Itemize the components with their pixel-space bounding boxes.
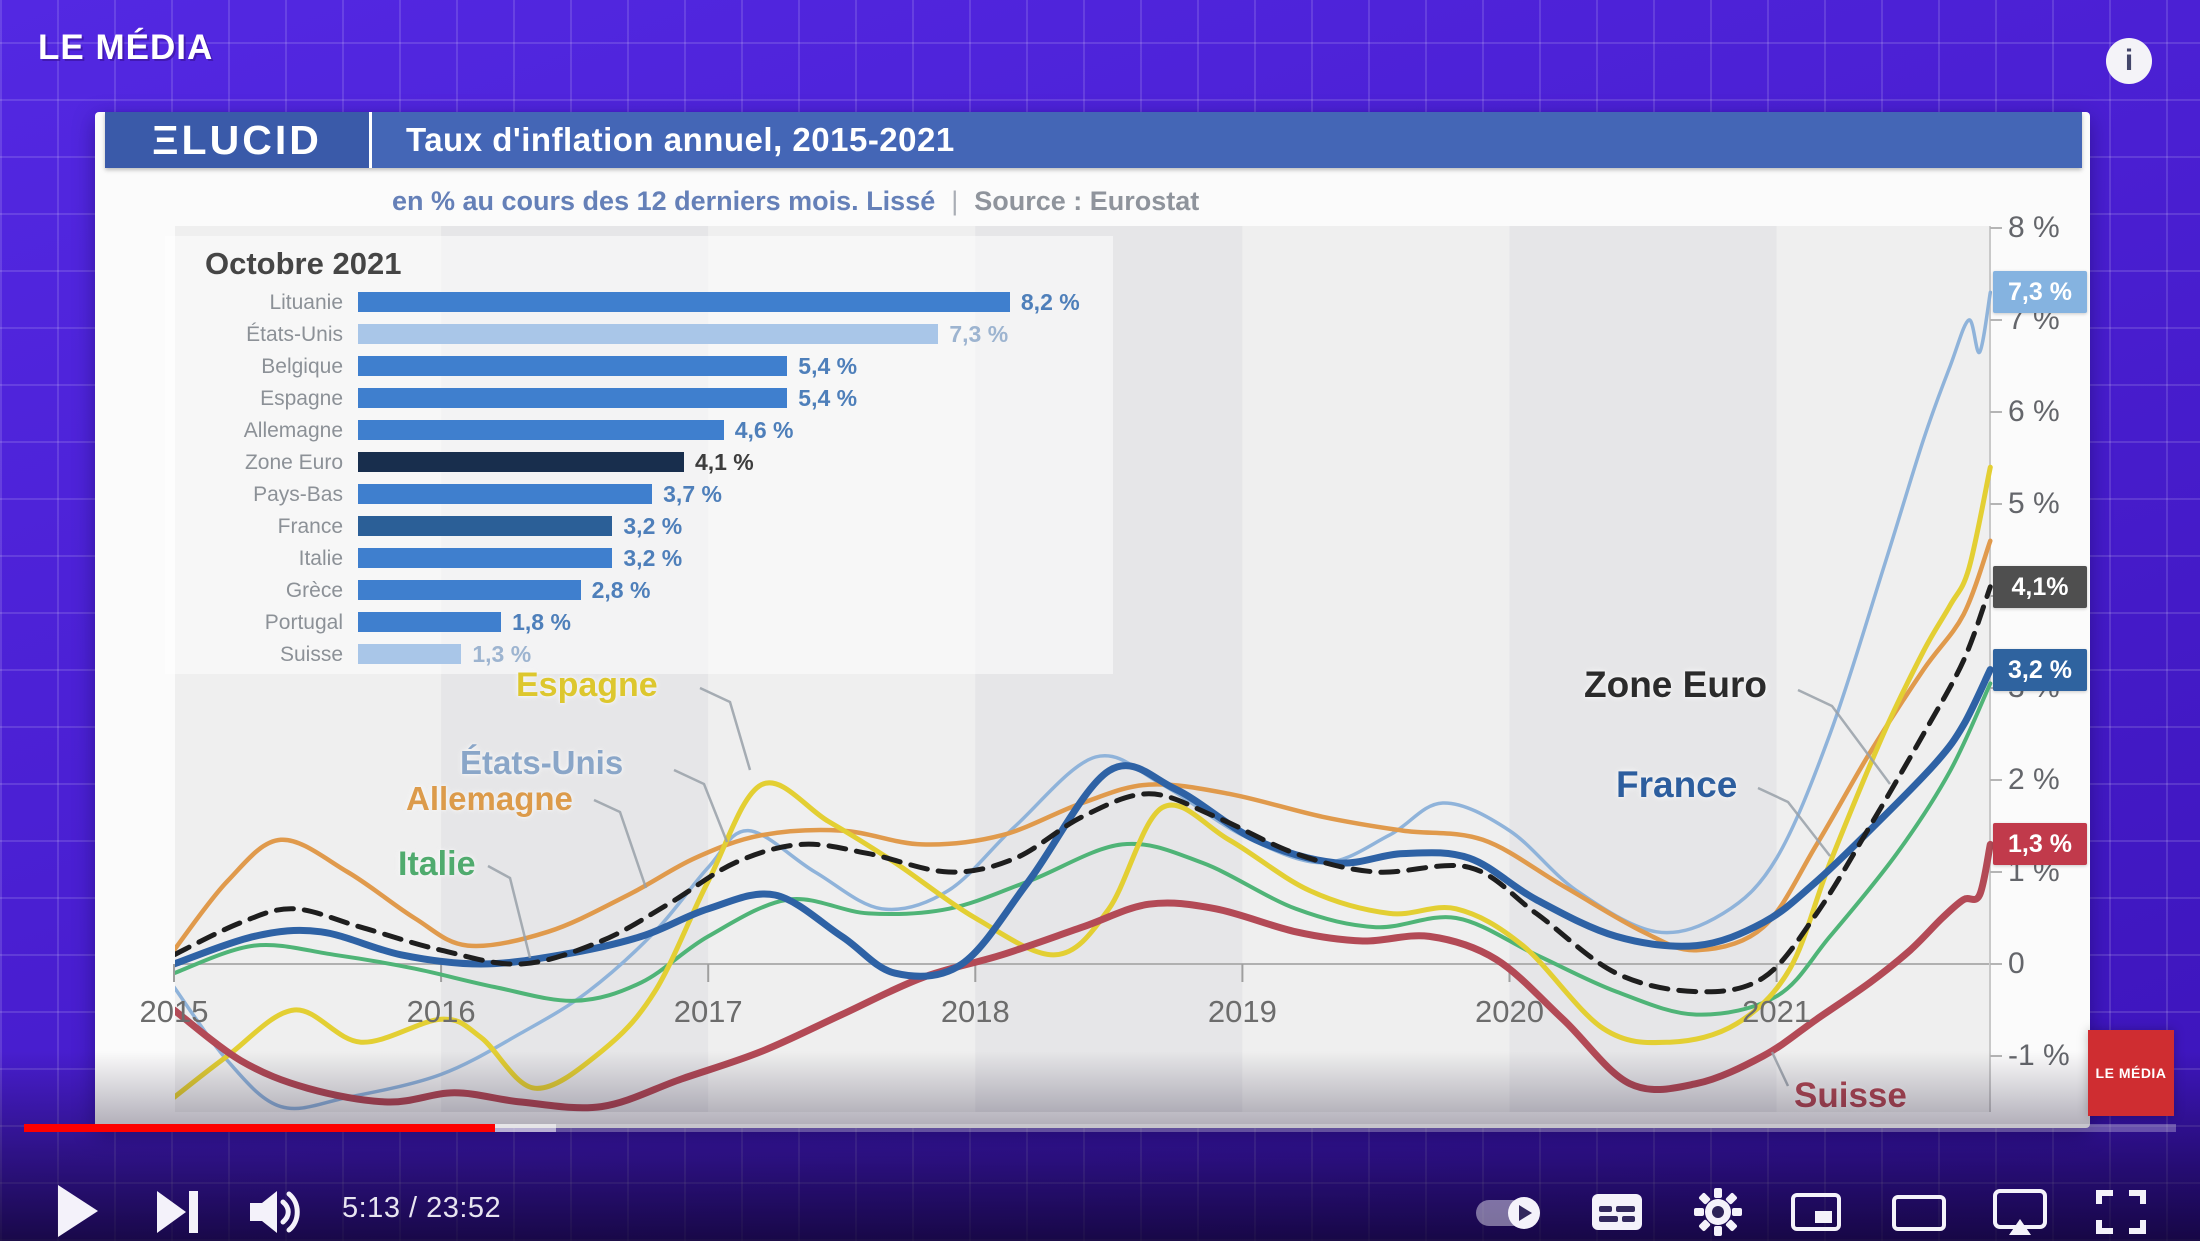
bar-value: 4,1 % bbox=[694, 448, 754, 475]
chart-subtitle: en % au cours des 12 derniers mois. Liss… bbox=[392, 186, 1199, 217]
bar-label: Allemagne bbox=[243, 418, 343, 442]
bar-row: Grèce 2,8 % bbox=[165, 574, 1113, 606]
info-glyph: i bbox=[2124, 44, 2134, 77]
bar-label: États-Unis bbox=[246, 322, 343, 346]
bar-label: Espagne bbox=[260, 386, 343, 410]
bar-chart-rows: Lituanie 8,2 % États-Unis 7,3 % Belgique 5,4 … bbox=[165, 286, 1113, 670]
bar bbox=[358, 388, 788, 408]
bar-chart-inset: Octobre 2021 Lituanie 8,2 % États-Unis 7,3 … bbox=[165, 236, 1113, 674]
autoplay-toggle[interactable] bbox=[1474, 1196, 1544, 1233]
bar-value: 3,7 % bbox=[663, 480, 722, 507]
bar-row: Allemagne 4,6 % bbox=[165, 414, 1113, 446]
corner-watermark-logo: LE MÉDIA bbox=[2088, 1030, 2174, 1116]
bar-label: Zone Euro bbox=[244, 450, 343, 474]
bar-value: 8,2 % bbox=[1020, 288, 1080, 315]
bar-label: Belgique bbox=[261, 354, 343, 378]
bar bbox=[358, 484, 653, 504]
subtitle-text: en % au cours des 12 derniers mois. Liss… bbox=[392, 186, 936, 216]
bar bbox=[358, 516, 613, 536]
bar-row: Suisse 1,3 % bbox=[165, 638, 1113, 670]
bar-row: Zone Euro 4,1 % bbox=[165, 446, 1113, 478]
play-icon bbox=[58, 1185, 98, 1237]
bar-row: Belgique 5,4 % bbox=[165, 350, 1113, 382]
bar-label: France bbox=[277, 514, 343, 538]
bar-value: 5,4 % bbox=[798, 352, 858, 379]
bar bbox=[358, 420, 724, 440]
bar-row: Italie 3,2 % bbox=[165, 542, 1113, 574]
volume-button[interactable] bbox=[250, 1190, 304, 1237]
bar-label: Italie bbox=[298, 546, 343, 570]
bar-value: 3,2 % bbox=[623, 512, 683, 539]
bar-row: Espagne 5,4 % bbox=[165, 382, 1113, 414]
bar-value: 2,8 % bbox=[591, 576, 651, 603]
subtitles-button[interactable] bbox=[1591, 1192, 1643, 1235]
info-icon[interactable]: i bbox=[2106, 38, 2152, 84]
next-icon bbox=[157, 1191, 198, 1233]
subtitles-icon bbox=[1592, 1194, 1642, 1230]
volume-icon bbox=[250, 1191, 300, 1233]
miniplayer-button[interactable] bbox=[1790, 1192, 1842, 1235]
miniplayer-icon bbox=[1791, 1193, 1841, 1231]
theater-mode-button[interactable] bbox=[1891, 1194, 1947, 1235]
bar-value: 3,2 % bbox=[623, 544, 683, 571]
bar bbox=[358, 324, 939, 344]
next-button[interactable] bbox=[156, 1190, 202, 1237]
bar-row: Lituanie 8,2 % bbox=[165, 286, 1113, 318]
bar-label: Grèce bbox=[285, 578, 343, 602]
chart-header-banner: ΞLUCID Taux d'inflation annuel, 2015-202… bbox=[105, 112, 2082, 168]
bar-chart-title: Octobre 2021 bbox=[205, 246, 402, 281]
play-button[interactable] bbox=[56, 1184, 100, 1241]
bar-row: Pays-Bas 3,7 % bbox=[165, 478, 1113, 510]
bar-label: Lituanie bbox=[269, 290, 343, 314]
bar bbox=[358, 612, 502, 632]
chart-title: Taux d'inflation annuel, 2015-2021 bbox=[406, 121, 955, 158]
bar-value: 7,3 % bbox=[949, 320, 1009, 347]
controls-gradient bbox=[0, 1051, 2200, 1241]
elucid-logo: ΞLUCID bbox=[105, 112, 372, 168]
fullscreen-button[interactable] bbox=[2096, 1190, 2146, 1237]
cast-button[interactable] bbox=[1992, 1188, 2048, 1239]
progress-watched bbox=[24, 1124, 495, 1132]
autoplay-icon bbox=[1476, 1197, 1540, 1229]
cast-icon bbox=[1993, 1189, 2047, 1235]
bar-value: 4,6 % bbox=[734, 416, 794, 443]
settings-gear-icon bbox=[1694, 1188, 1742, 1236]
bar-value: 5,4 % bbox=[798, 384, 858, 411]
progress-bar[interactable] bbox=[0, 1122, 2200, 1134]
bar bbox=[358, 580, 581, 600]
bar bbox=[358, 452, 684, 472]
fullscreen-icon bbox=[2096, 1190, 2146, 1234]
settings-button[interactable] bbox=[1694, 1188, 1742, 1239]
bar-label: Suisse bbox=[279, 642, 343, 666]
bar bbox=[358, 548, 613, 568]
subtitle-separator: | bbox=[951, 186, 959, 216]
bar bbox=[358, 356, 788, 376]
theater-mode-icon bbox=[1892, 1195, 1946, 1231]
bar bbox=[358, 644, 462, 664]
channel-logo: LE MÉDIA bbox=[38, 28, 214, 67]
bar-label: Portugal bbox=[264, 610, 343, 634]
time-display: 5:13 / 23:52 bbox=[342, 1192, 502, 1224]
progress-track bbox=[24, 1124, 2176, 1132]
bar bbox=[358, 292, 1010, 312]
bar-label: Pays-Bas bbox=[253, 482, 343, 506]
bar-row: Portugal 1,8 % bbox=[165, 606, 1113, 638]
bar-row: France 3,2 % bbox=[165, 510, 1113, 542]
bar-value: 1,3 % bbox=[472, 640, 532, 667]
bar-row: États-Unis 7,3 % bbox=[165, 318, 1113, 350]
bar-value: 1,8 % bbox=[512, 608, 571, 635]
source-text: Source : Eurostat bbox=[974, 186, 1200, 216]
